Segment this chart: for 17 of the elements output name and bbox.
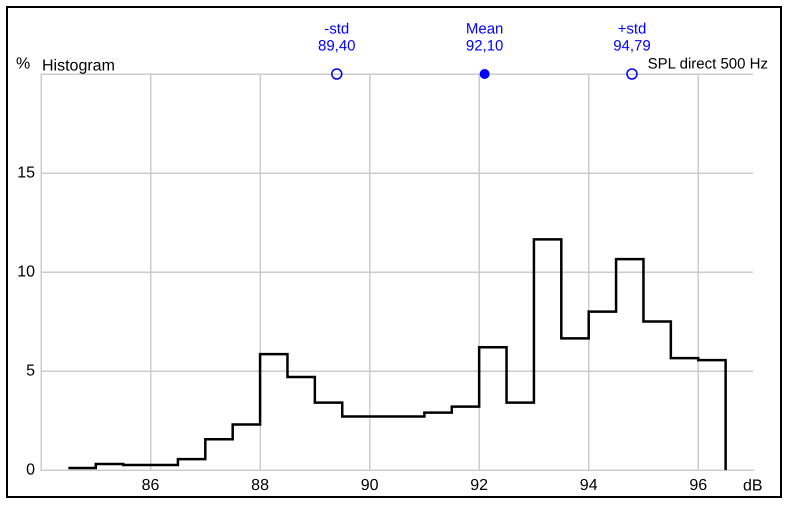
y-tick-label: 0 [26,461,36,478]
x-tick-label: 90 [360,477,379,494]
y-tick-label: 5 [26,362,36,380]
y-axis-title: % [16,55,30,72]
annotation: -std 89,40 [318,20,356,55]
x-tick-label: 96 [689,477,708,494]
x-tick-label: 94 [580,477,598,494]
x-tick-label: 92 [470,477,488,494]
annotation: +std 94,79 [613,20,651,55]
y-tick-label: 15 [17,164,36,182]
x-tick-label: 86 [142,477,160,494]
annotation: Mean 92,10 [466,20,504,55]
x-tick-label: 88 [251,477,270,494]
y-tick-label: 10 [17,263,36,280]
x-axis-title: dB [743,477,763,494]
chart-subtitle: SPL direct 500 Hz [648,56,768,73]
chart-title: Histogram [42,57,115,74]
